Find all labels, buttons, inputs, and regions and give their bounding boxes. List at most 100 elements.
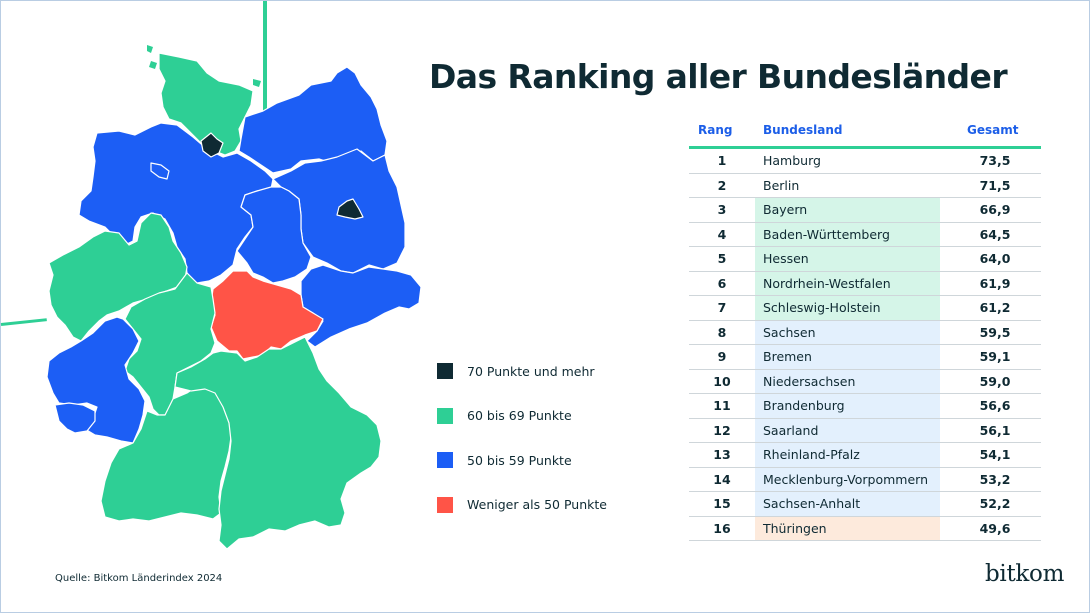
total-cell: 71,5 xyxy=(979,177,1011,193)
state-cell: Brandenburg xyxy=(763,398,845,414)
total-cell: 59,1 xyxy=(979,349,1011,365)
legend-item-60-69: 60 bis 69 Punkte xyxy=(437,406,607,426)
total-cell: 61,2 xyxy=(979,300,1011,316)
row-highlight-blue xyxy=(755,467,940,491)
state-hessen xyxy=(124,272,216,416)
state-cell: Bayern xyxy=(763,202,808,218)
total-cell: 56,6 xyxy=(979,398,1011,414)
state-cell: Nordrhein-Westfalen xyxy=(763,275,891,291)
total-cell: 61,9 xyxy=(979,275,1011,291)
table-row: 2 Berlin 71,5 xyxy=(689,174,1041,198)
map-legend: 70 Punkte und mehr 60 bis 69 Punkte 50 b… xyxy=(437,361,607,539)
legend-label: 60 bis 69 Punkte xyxy=(467,408,572,423)
row-highlight-green xyxy=(755,222,940,246)
state-hamburg xyxy=(200,132,224,158)
table-row: 16 Thüringen 49,6 xyxy=(689,516,1041,541)
legend-item-70-plus: 70 Punkte und mehr xyxy=(437,361,607,381)
rank-cell: 15 xyxy=(713,496,731,512)
state-thueringen xyxy=(210,270,324,360)
state-cell: Mecklenburg-Vorpommern xyxy=(763,471,928,487)
row-highlight-green xyxy=(755,198,940,222)
table-row: 1 Hamburg 73,5 xyxy=(689,149,1041,174)
rank-cell: 6 xyxy=(717,275,727,291)
table-row: 5 Hessen 64,0 xyxy=(689,247,1041,272)
state-cell: Sachsen-Anhalt xyxy=(763,496,861,512)
rank-cell: 8 xyxy=(717,324,727,340)
row-highlight-green xyxy=(755,247,940,271)
legend-swatch-blue xyxy=(437,452,453,468)
table-row: 13 Rheinland-Pfalz 54,1 xyxy=(689,443,1041,468)
state-saarland xyxy=(54,402,96,434)
state-cell: Schleswig-Holstein xyxy=(763,300,881,316)
state-mecklenburg-vorpommern xyxy=(238,66,388,174)
total-cell: 56,1 xyxy=(979,422,1011,438)
state-bremen xyxy=(150,162,170,180)
rank-cell: 1 xyxy=(717,153,727,169)
legend-swatch-green xyxy=(437,407,453,424)
state-rheinland-pfalz xyxy=(46,316,146,444)
ranking-table: Rang Bundesland Gesamt 1 Hamburg 73,5 2 … xyxy=(689,119,1041,541)
rank-cell: 9 xyxy=(717,349,727,365)
rank-cell: 3 xyxy=(717,202,727,218)
row-highlight-blue xyxy=(755,345,940,369)
table-row: 10 Niedersachsen 59,0 xyxy=(689,369,1041,394)
rank-cell: 2 xyxy=(717,177,727,193)
legend-swatch-dark xyxy=(437,363,453,379)
header-rank: Rang xyxy=(698,123,733,137)
rank-cell: 14 xyxy=(713,471,731,487)
table-row: 9 Bremen 59,1 xyxy=(689,345,1041,370)
total-cell: 59,5 xyxy=(979,324,1011,340)
state-cell: Bremen xyxy=(763,349,812,365)
rank-cell: 11 xyxy=(713,398,731,414)
state-cell: Niedersachsen xyxy=(763,373,856,389)
row-highlight-green xyxy=(755,296,940,320)
state-cell: Hamburg xyxy=(763,153,821,169)
legend-swatch-red xyxy=(437,496,453,513)
state-schleswig-holstein xyxy=(158,52,254,156)
row-highlight-blue xyxy=(755,492,940,516)
state-cell: Baden-Württemberg xyxy=(763,226,890,242)
total-cell: 64,0 xyxy=(979,251,1011,267)
state-sachsen-anhalt xyxy=(236,186,312,284)
row-highlight-blue xyxy=(755,394,940,418)
total-cell: 66,9 xyxy=(979,202,1011,218)
table-row: 11 Brandenburg 56,6 xyxy=(689,394,1041,419)
table-row: 7 Schleswig-Holstein 61,2 xyxy=(689,296,1041,321)
decorative-line-vertical xyxy=(263,1,267,117)
rank-cell: 13 xyxy=(713,447,731,463)
state-cell: Thüringen xyxy=(763,520,827,536)
page-title: Das Ranking aller Bundesländer xyxy=(429,57,1008,96)
rank-cell: 4 xyxy=(717,226,727,242)
total-cell: 54,1 xyxy=(979,447,1011,463)
bitkom-logo: bitkom xyxy=(985,561,1065,587)
table-header: Rang Bundesland Gesamt xyxy=(689,119,1041,149)
legend-item-50-59: 50 bis 59 Punkte xyxy=(437,450,607,470)
state-cell: Rheinland-Pfalz xyxy=(763,447,860,463)
header-state: Bundesland xyxy=(763,123,843,137)
table-row: 3 Bayern 66,9 xyxy=(689,198,1041,223)
state-cell: Sachsen xyxy=(763,324,816,340)
row-highlight-green xyxy=(755,271,940,295)
state-cell: Hessen xyxy=(763,251,809,267)
header-total: Gesamt xyxy=(967,123,1019,137)
table-row: 12 Saarland 56,1 xyxy=(689,418,1041,443)
state-berlin xyxy=(336,198,364,220)
state-cell: Saarland xyxy=(763,422,819,438)
rank-cell: 10 xyxy=(713,373,731,389)
total-cell: 64,5 xyxy=(979,226,1011,242)
row-highlight-orange xyxy=(755,516,940,540)
table-row: 8 Sachsen 59,5 xyxy=(689,320,1041,345)
germany-map xyxy=(39,39,429,559)
state-baden-wuerttemberg xyxy=(100,378,232,522)
table-row: 14 Mecklenburg-Vorpommern 53,2 xyxy=(689,467,1041,492)
total-cell: 52,2 xyxy=(979,496,1011,512)
rank-cell: 7 xyxy=(717,300,727,316)
rank-cell: 12 xyxy=(713,422,731,438)
total-cell: 59,0 xyxy=(979,373,1011,389)
row-highlight-blue xyxy=(755,320,940,344)
legend-label: 50 bis 59 Punkte xyxy=(467,452,572,468)
total-cell: 53,2 xyxy=(979,471,1011,487)
table-row: 4 Baden-Württemberg 64,5 xyxy=(689,222,1041,247)
table-row: 6 Nordrhein-Westfalen 61,9 xyxy=(689,271,1041,296)
